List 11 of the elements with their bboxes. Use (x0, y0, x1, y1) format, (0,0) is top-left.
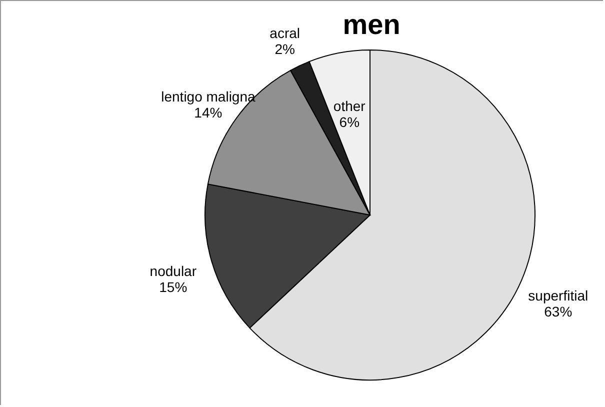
slice-label: other (333, 98, 366, 114)
data-label: 15% (159, 279, 188, 296)
data-label: 6% (339, 114, 360, 130)
slice-label: nodular (150, 263, 197, 280)
slice-label: superfitial (528, 287, 588, 304)
chart-title: men (342, 9, 400, 40)
slice-label: acral (270, 25, 300, 42)
data-label: 2% (274, 41, 295, 58)
data-label: 63% (544, 303, 572, 320)
slice-label: lentigo maligna (161, 88, 256, 104)
data-label: 14% (194, 104, 222, 120)
